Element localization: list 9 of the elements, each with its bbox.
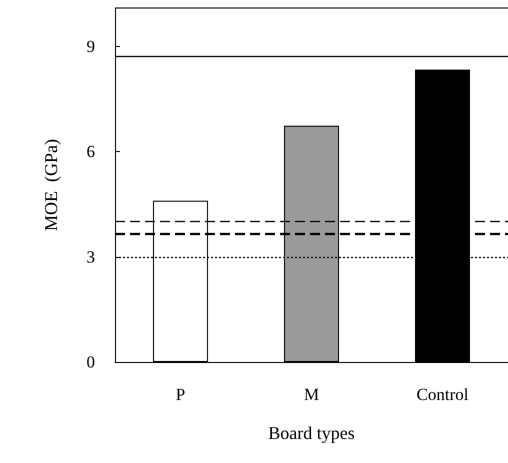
y-axis-title: MOE (GPa) [41, 139, 61, 231]
x-tick-label: Control [416, 385, 469, 404]
x-tick-label: M [304, 385, 320, 404]
y-tick-label: 6 [86, 142, 95, 162]
x-tick-label: P [176, 385, 186, 404]
x-axis-title: Board types [268, 423, 355, 443]
y-tick-label: 0 [86, 352, 95, 372]
y-tick-label: 9 [86, 37, 95, 56]
y-tick-label: 3 [86, 247, 95, 266]
